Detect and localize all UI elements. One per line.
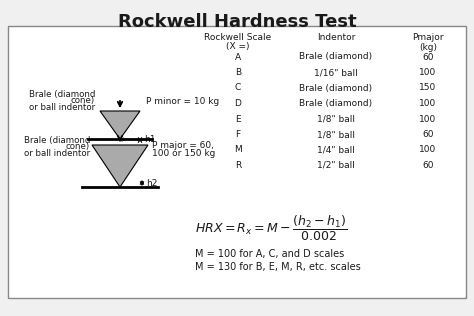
Text: 100 or 150 kg: 100 or 150 kg [152,149,215,157]
Text: 60: 60 [422,161,434,170]
Bar [8,26,466,298]
Text: h2: h2 [146,179,157,187]
Text: 100: 100 [419,114,437,124]
Text: 1/4" ball: 1/4" ball [317,145,355,155]
Text: M = 130 for B, E, M, R, etc. scales: M = 130 for B, E, M, R, etc. scales [195,262,361,272]
Text: Rockwell Scale: Rockwell Scale [204,33,272,42]
Text: Brale (diamond: Brale (diamond [28,89,95,99]
Text: R: R [235,161,241,170]
Text: Brale (diamond): Brale (diamond) [300,52,373,62]
Text: (X =): (X =) [226,42,250,52]
Text: F: F [236,130,241,139]
Text: or ball indentor: or ball indentor [29,104,95,112]
Text: P major = 60,: P major = 60, [152,141,214,149]
Text: 100: 100 [419,68,437,77]
Text: 1/2" ball: 1/2" ball [317,161,355,170]
Text: h1: h1 [144,136,155,144]
Text: Brale (diamond): Brale (diamond) [300,83,373,93]
Text: (kg): (kg) [419,42,437,52]
Text: cone): cone) [71,96,95,106]
Text: 60: 60 [422,52,434,62]
Text: P minor = 10 kg: P minor = 10 kg [146,98,219,106]
Text: C: C [235,83,241,93]
Text: M: M [234,145,242,155]
Text: Brale (diamond): Brale (diamond) [300,99,373,108]
Text: Indentor: Indentor [317,33,355,42]
Text: 1/16" ball: 1/16" ball [314,68,358,77]
Text: 60: 60 [422,130,434,139]
Text: 100: 100 [419,145,437,155]
Polygon shape [100,111,140,139]
Text: 100: 100 [419,99,437,108]
Text: $\mathit{HRX} = \mathit{R_x} = \mathit{M} - \dfrac{(\mathit{h_2} - \mathit{h_1}): $\mathit{HRX} = \mathit{R_x} = \mathit{M… [195,214,347,242]
Text: 1/8" ball: 1/8" ball [317,130,355,139]
Text: Pmajor: Pmajor [412,33,444,42]
Polygon shape [92,145,148,187]
Text: cone): cone) [66,143,90,151]
Text: or ball indentor: or ball indentor [24,149,90,159]
Text: 150: 150 [419,83,437,93]
Text: E: E [235,114,241,124]
Text: A: A [235,52,241,62]
Text: D: D [235,99,241,108]
Text: B: B [235,68,241,77]
Text: Brale (diamond: Brale (diamond [24,136,90,144]
Text: M = 100 for A, C, and D scales: M = 100 for A, C, and D scales [195,249,344,259]
Text: 1/8" ball: 1/8" ball [317,114,355,124]
Text: Rockwell Hardness Test: Rockwell Hardness Test [118,13,356,31]
